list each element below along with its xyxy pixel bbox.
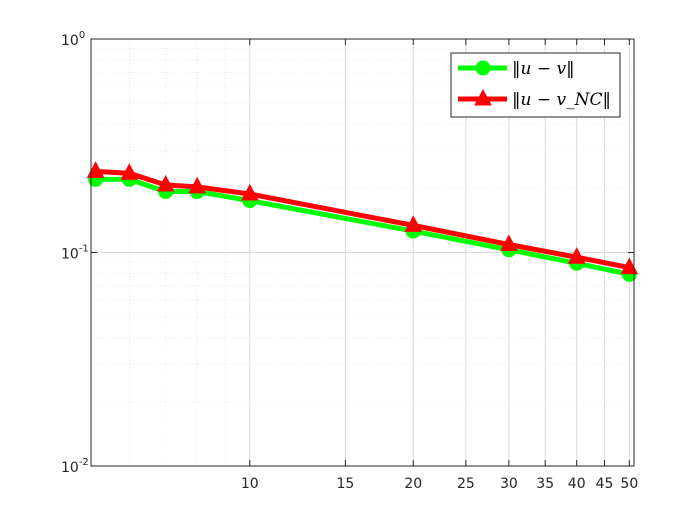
data-point-series-1 — [500, 234, 518, 252]
data-point-series-1 — [404, 215, 423, 232]
legend-label-series-0: ‖u − v‖ — [512, 59, 575, 79]
data-point-series-1 — [156, 174, 175, 192]
legend-marker-series-0 — [475, 60, 491, 76]
x-tick-label: 20 — [404, 476, 422, 492]
axes-labels: 10 15 20 25 30 35 40 45 50 100 10-1 10-2 — [61, 30, 638, 492]
x-tick-label: 10 — [241, 476, 259, 492]
x-tick-label: 15 — [336, 476, 354, 492]
data-point-series-1 — [567, 247, 586, 264]
x-tick-label: 50 — [620, 476, 638, 492]
data-point-series-1 — [86, 161, 105, 178]
x-tick-label: 25 — [457, 476, 475, 492]
y-tick-label: 10-1 — [61, 244, 89, 263]
legend-label-series-1: ‖u − v_NC‖ — [512, 90, 611, 110]
data-point-series-1 — [620, 257, 639, 275]
plot-area — [86, 161, 639, 282]
y-tick-label: 100 — [61, 30, 85, 49]
x-tick-label: 45 — [596, 476, 614, 492]
x-tick-label: 35 — [536, 476, 554, 492]
data-point-series-1 — [240, 183, 259, 201]
x-tick-label: 30 — [500, 476, 518, 492]
data-point-series-1 — [188, 176, 207, 194]
legend-marker-series-1 — [474, 88, 492, 106]
data-point-series-1 — [120, 163, 139, 180]
y-tick-label: 10-2 — [61, 457, 89, 476]
legend[interactable]: ‖u − v‖ ‖u − v_NC‖ — [450, 52, 621, 118]
x-tick-label: 40 — [568, 476, 586, 492]
